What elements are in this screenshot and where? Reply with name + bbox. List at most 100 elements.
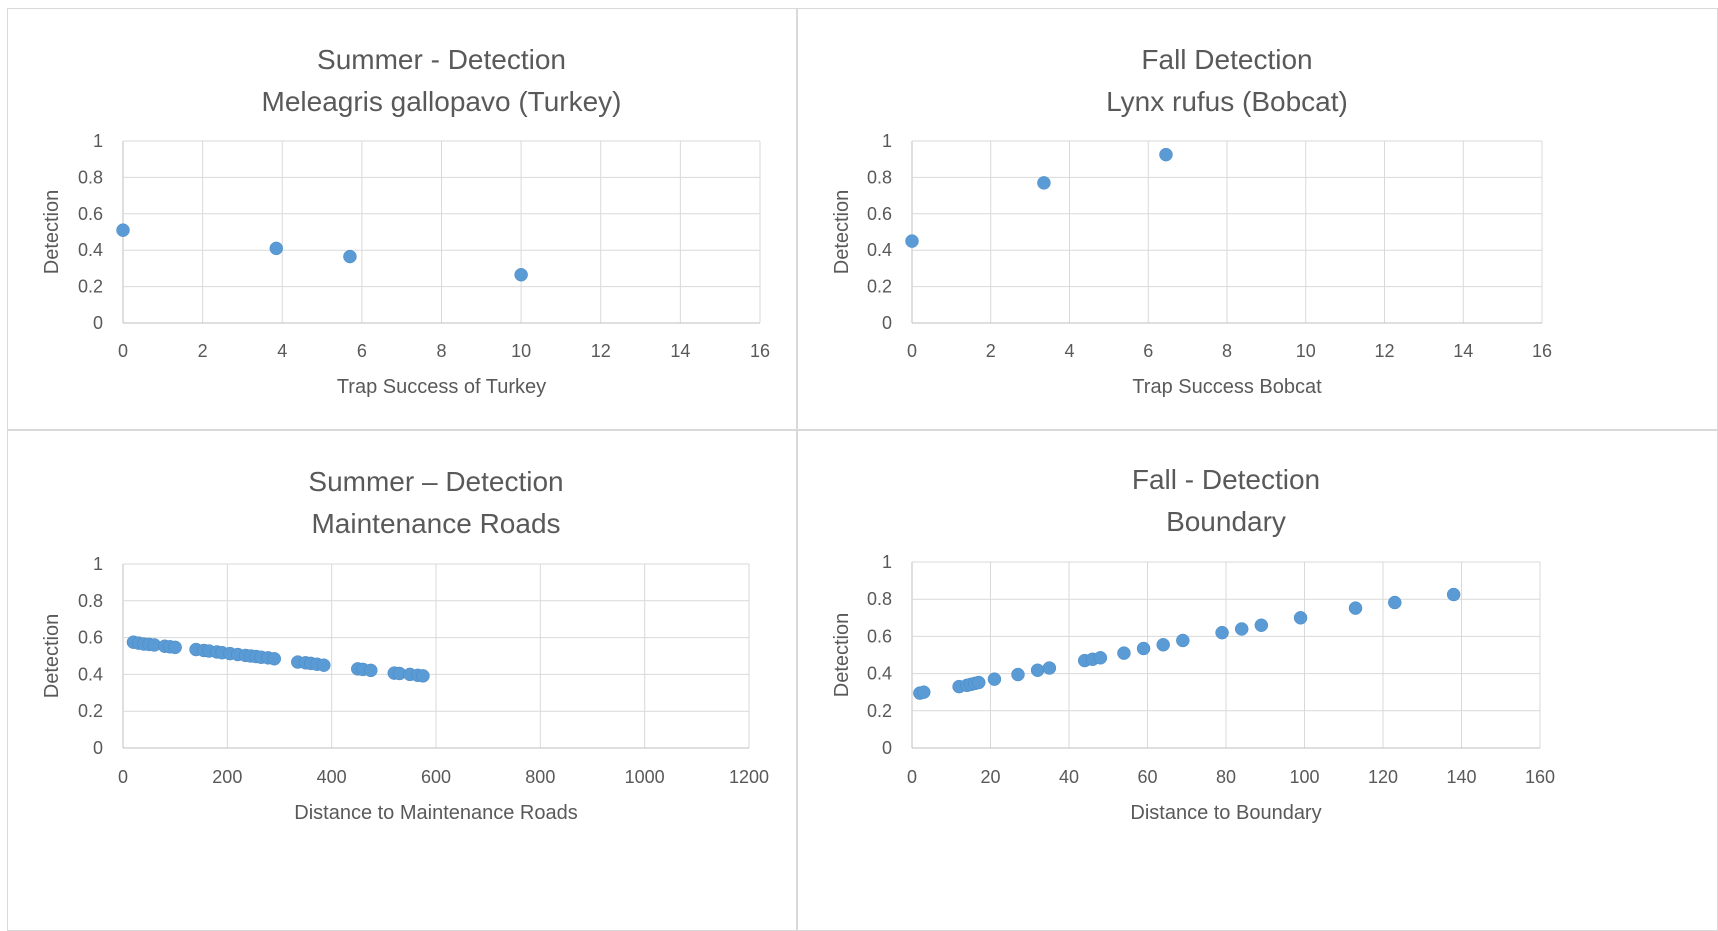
chart-title-line: Lynx rufus (Bobcat) — [1106, 86, 1348, 117]
x-tick-label-2: 2 — [198, 341, 208, 361]
chart-title-line: Summer – Detection — [308, 466, 563, 497]
data-point — [987, 672, 1002, 686]
scatter-chart-0: Summer - Detection Meleagris gallopavo (T… — [41, 44, 770, 398]
data-point — [1136, 641, 1151, 656]
chart-panel-bobcat: Fall Detection Lynx rufus (Bobcat) 0 2 4 6 8 10… — [797, 8, 1718, 430]
x-tick-label-1200: 1200 — [729, 767, 769, 787]
x-tick-label-0: 0 — [118, 341, 128, 361]
y-axis-label: Detection — [831, 613, 853, 698]
data-point — [317, 658, 331, 672]
x-tick-label-40: 40 — [1059, 767, 1079, 787]
x-tick-label-0: 0 — [118, 767, 128, 787]
y-tick-label-1: 1 — [882, 552, 892, 572]
y-tick-label-0-4: 0.4 — [78, 240, 103, 260]
y-axis-label: Detection — [41, 614, 63, 699]
data-point — [971, 675, 986, 690]
y-tick-label-0: 0 — [93, 313, 103, 333]
x-tick-label-8: 8 — [1222, 341, 1232, 361]
chart-title-line: Fall Detection — [1141, 44, 1312, 75]
y-tick-label-0-2: 0.2 — [78, 701, 103, 721]
data-point — [1254, 618, 1269, 632]
x-tick-label-800: 800 — [525, 767, 555, 787]
x-tick-label-8: 8 — [436, 341, 446, 361]
x-tick-label-10: 10 — [1296, 341, 1316, 361]
data-point — [364, 663, 378, 678]
data-point — [269, 241, 284, 256]
x-axis-label: Distance to Boundary — [1130, 802, 1321, 824]
data-point — [1159, 147, 1173, 162]
data-point — [1117, 646, 1131, 660]
data-point — [1446, 587, 1461, 602]
data-point — [1176, 633, 1190, 648]
data-point — [1030, 663, 1045, 678]
x-tick-label-4: 4 — [1064, 341, 1074, 361]
y-tick-label-0-4: 0.4 — [867, 664, 892, 684]
x-tick-label-100: 100 — [1289, 767, 1319, 787]
x-tick-label-12: 12 — [1374, 341, 1394, 361]
y-tick-label-0-2: 0.2 — [78, 277, 103, 297]
chart-panel-boundary: Fall - Detection Boundary 0 20 40 60 80 100 120 1… — [797, 430, 1718, 931]
y-tick-label-0-2: 0.2 — [867, 701, 892, 721]
x-tick-label-600: 600 — [421, 767, 451, 787]
x-tick-label-6: 6 — [1143, 341, 1153, 361]
chart-panel-turkey: Summer - Detection Meleagris gallopavo (T… — [7, 8, 797, 430]
data-point — [416, 669, 430, 683]
scatter-chart-3: Fall - Detection Boundary 0 20 40 60 80 100 120 1… — [831, 464, 1555, 824]
x-tick-label-2: 2 — [986, 341, 996, 361]
x-tick-label-140: 140 — [1446, 767, 1476, 787]
x-tick-label-4: 4 — [277, 341, 287, 361]
x-tick-label-16: 16 — [750, 341, 770, 361]
data-point — [1011, 667, 1025, 682]
chart-title-line: Maintenance Roads — [311, 508, 560, 539]
x-tick-label-80: 80 — [1216, 767, 1236, 787]
data-point — [1042, 661, 1057, 675]
data-point — [514, 268, 528, 282]
x-axis-label: Trap Success Bobcat — [1132, 376, 1322, 398]
y-tick-label-0: 0 — [882, 313, 892, 333]
x-tick-label-120: 120 — [1368, 767, 1398, 787]
scatter-chart-2: Summer – Detection Maintenance Roads 0 200 4… — [41, 466, 769, 824]
data-point — [905, 234, 919, 248]
x-tick-label-200: 200 — [212, 767, 242, 787]
data-point — [1388, 595, 1402, 610]
data-point — [267, 652, 282, 666]
y-tick-label-0-8: 0.8 — [78, 591, 103, 611]
x-tick-label-60: 60 — [1137, 767, 1157, 787]
chart-title-line: Boundary — [1166, 506, 1286, 537]
y-tick-label-0-6: 0.6 — [78, 204, 103, 224]
x-tick-label-10: 10 — [511, 341, 531, 361]
chart-title-line: Meleagris gallopavo (Turkey) — [262, 86, 622, 117]
data-point — [1156, 638, 1170, 652]
data-point — [116, 223, 130, 237]
x-tick-label-160: 160 — [1525, 767, 1555, 787]
y-tick-label-0-4: 0.4 — [78, 664, 103, 684]
y-tick-label-0: 0 — [93, 738, 103, 758]
y-tick-label-1: 1 — [93, 131, 103, 151]
chart-panel-maintenance-roads: Summer – Detection Maintenance Roads 0 200 4… — [7, 430, 797, 931]
x-tick-label-14: 14 — [670, 341, 690, 361]
chart-title-line: Summer - Detection — [317, 44, 566, 75]
chart-title-line: Fall - Detection — [1132, 464, 1320, 495]
x-tick-label-0: 0 — [907, 767, 917, 787]
y-tick-label-0-6: 0.6 — [867, 204, 892, 224]
y-tick-label-0-6: 0.6 — [78, 628, 103, 648]
data-point — [1348, 601, 1363, 615]
y-tick-label-0-8: 0.8 — [867, 167, 892, 187]
y-axis-label: Detection — [831, 190, 853, 275]
y-tick-label-0: 0 — [882, 738, 892, 758]
y-axis-label: Detection — [41, 190, 63, 275]
y-tick-label-1: 1 — [882, 131, 892, 151]
data-point — [1234, 622, 1249, 636]
x-tick-label-16: 16 — [1532, 341, 1552, 361]
data-point — [1093, 651, 1108, 665]
data-point — [917, 685, 931, 699]
x-tick-label-6: 6 — [357, 341, 367, 361]
x-tick-label-14: 14 — [1453, 341, 1473, 361]
y-tick-label-0-2: 0.2 — [867, 277, 892, 297]
y-tick-label-0-4: 0.4 — [867, 240, 892, 260]
x-tick-label-1000: 1000 — [625, 767, 665, 787]
data-point — [1293, 611, 1308, 625]
data-point — [1037, 176, 1051, 190]
